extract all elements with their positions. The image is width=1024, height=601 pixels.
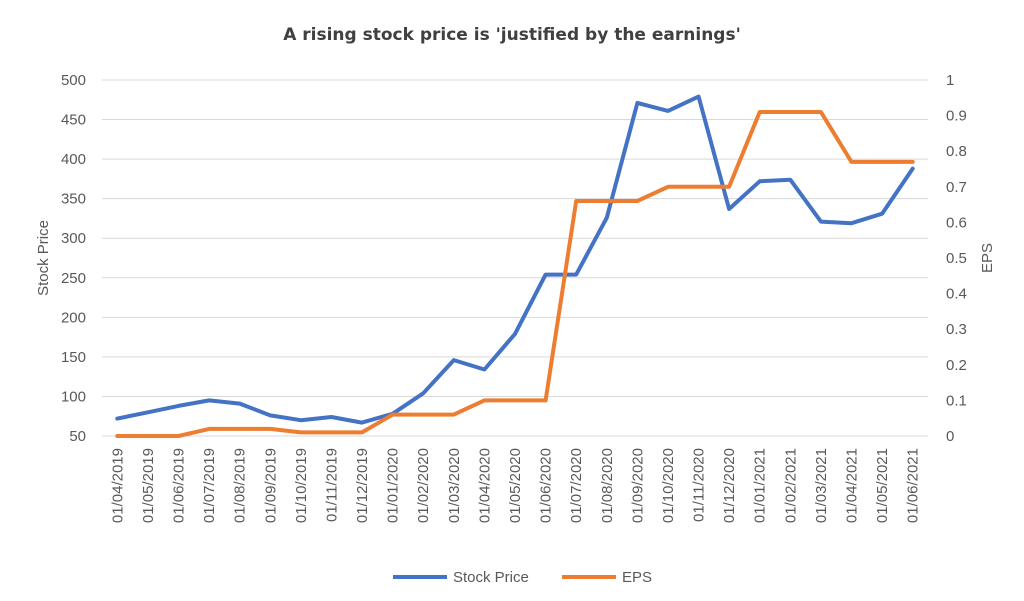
y-left-tick-label: 200 <box>61 309 86 326</box>
y-right-tick-label: 0.3 <box>946 321 967 338</box>
x-tick-label: 01/12/2020 <box>721 448 738 523</box>
series-lines <box>115 94 915 438</box>
x-tick-label: 01/01/2020 <box>385 448 402 523</box>
x-tick-label: 01/06/2020 <box>538 448 555 523</box>
x-tick-label: 01/09/2020 <box>629 448 646 523</box>
y-left-tick-label: 100 <box>61 388 86 405</box>
left-axis-ticks: 50 100 150 200 250 300 350 400 450 500 <box>61 72 86 445</box>
y-right-tick-label: 1 <box>946 72 954 89</box>
x-tick-label: 01/02/2020 <box>415 448 432 523</box>
legend-label-stock-price: Stock Price <box>453 569 529 586</box>
x-tick-label: 01/09/2019 <box>262 448 279 523</box>
y-right-tick-label: 0.8 <box>946 143 967 160</box>
x-tick-label: 01/08/2020 <box>599 448 616 523</box>
legend: Stock Price EPS <box>393 569 652 586</box>
y-right-tick-label: 0.2 <box>946 357 967 374</box>
y-left-tick-label: 450 <box>61 112 86 129</box>
series-line-eps <box>115 110 915 438</box>
x-tick-label: 01/05/2021 <box>874 448 891 523</box>
x-tick-label: 01/11/2019 <box>323 448 340 522</box>
gridlines <box>102 79 928 437</box>
legend-label-eps: EPS <box>622 569 652 586</box>
x-tick-label: 01/03/2021 <box>813 448 830 523</box>
x-tick-label: 01/10/2019 <box>293 448 310 523</box>
y-right-tick-label: 0.5 <box>946 250 967 267</box>
x-tick-label: 01/12/2019 <box>354 448 371 523</box>
y-right-tick-label: 0.9 <box>946 108 967 125</box>
x-tick-label: 01/01/2021 <box>752 448 769 523</box>
x-tick-label: 01/05/2020 <box>507 448 524 523</box>
y-left-tick-label: 350 <box>61 191 86 208</box>
chart-title: A rising stock price is 'justified by th… <box>283 25 741 45</box>
y-left-tick-label: 500 <box>61 72 86 89</box>
x-tick-label: 01/03/2020 <box>446 448 463 523</box>
y-right-tick-label: 0.1 <box>946 392 967 409</box>
y-left-tick-label: 400 <box>61 151 86 168</box>
y-right-tick-label: 0.7 <box>946 179 967 196</box>
x-tick-label: 01/02/2021 <box>782 448 799 523</box>
y-right-tick-label: 0 <box>946 428 954 445</box>
y-left-tick-label: 300 <box>61 230 86 247</box>
x-tick-label: 01/07/2019 <box>201 448 218 523</box>
y-axis-left-title: Stock Price <box>35 220 52 296</box>
y-left-tick-label: 150 <box>61 349 86 366</box>
x-tick-label: 01/08/2019 <box>232 448 249 523</box>
x-tick-label: 01/05/2019 <box>140 448 157 523</box>
x-tick-label: 01/04/2019 <box>109 448 126 523</box>
y-axis-right-title: EPS <box>979 243 996 273</box>
y-right-tick-label: 0.6 <box>946 214 967 231</box>
y-left-tick-label: 50 <box>69 428 86 445</box>
y-left-tick-label: 250 <box>61 270 86 287</box>
x-tick-label: 01/11/2020 <box>691 448 708 522</box>
y-right-tick-label: 0.4 <box>946 286 967 303</box>
x-tick-label: 01/06/2021 <box>905 448 922 523</box>
x-tick-label: 01/04/2020 <box>476 448 493 523</box>
series-line-stock-price <box>115 94 915 425</box>
x-tick-label: 01/06/2019 <box>170 448 187 523</box>
x-tick-label: 01/04/2021 <box>844 448 861 523</box>
x-axis-ticks: 01/04/2019 01/05/2019 01/06/2019 01/07/2019… <box>109 448 921 523</box>
x-tick-label: 01/07/2020 <box>568 448 585 523</box>
x-tick-label: 01/10/2020 <box>660 448 677 523</box>
right-axis-ticks: 0 0.1 0.2 0.3 0.4 0.5 0.6 0.7 0.8 0.9 1 <box>946 72 967 445</box>
